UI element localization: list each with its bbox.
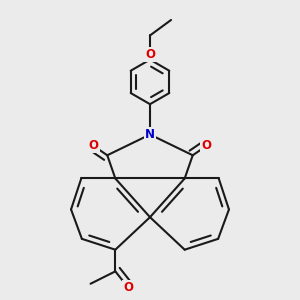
Text: N: N <box>145 128 155 141</box>
Text: O: O <box>201 140 211 152</box>
Text: O: O <box>89 140 99 152</box>
Text: O: O <box>123 281 133 294</box>
Text: O: O <box>145 48 155 61</box>
